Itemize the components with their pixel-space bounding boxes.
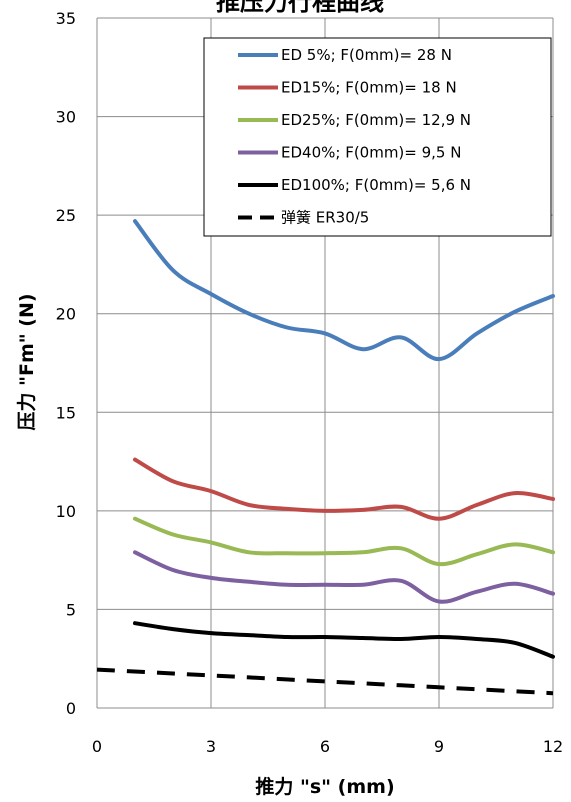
legend-label-4: ED100%; F(0mm)= 5,6 N xyxy=(281,176,471,194)
series-line-2 xyxy=(133,516,555,567)
series-line-5 xyxy=(96,667,554,696)
legend-label-3: ED40%; F(0mm)= 9,5 N xyxy=(281,144,461,162)
legend-box xyxy=(203,37,552,237)
y-tick-label: 25 xyxy=(56,206,76,225)
series-line-3 xyxy=(133,550,555,604)
y-ticks: 0 5 10 15 20 25 30 35 xyxy=(56,9,76,718)
legend-label-5: 弹簧 ER30/5 xyxy=(281,209,369,227)
chart-title: 推压力行程曲线 xyxy=(216,0,384,16)
series-line-4 xyxy=(133,621,555,659)
legend-label-2: ED25%; F(0mm)= 12,9 N xyxy=(281,111,471,129)
series-group xyxy=(96,219,555,696)
y-axis-label: 压力 "Fm" (N) xyxy=(15,293,38,430)
x-ticks: 0 3 6 9 12 xyxy=(92,737,563,756)
legend-label-1: ED15%; F(0mm)= 18 N xyxy=(281,79,457,97)
y-tick-label: 35 xyxy=(56,9,76,28)
legend: ED 5%; F(0mm)= 28 N ED15%; F(0mm)= 18 N ED… xyxy=(203,37,552,237)
legend-label-0: ED 5%; F(0mm)= 28 N xyxy=(281,46,452,64)
y-tick-label: 15 xyxy=(56,403,76,422)
y-tick-label: 20 xyxy=(56,305,76,324)
x-tick-label: 3 xyxy=(206,737,216,756)
series-line-0 xyxy=(133,219,555,362)
y-tick-label: 10 xyxy=(56,502,76,521)
series-line-1 xyxy=(133,457,555,521)
x-tick-label: 12 xyxy=(543,737,563,756)
y-tick-label: 30 xyxy=(56,108,76,127)
x-tick-label: 0 xyxy=(92,737,102,756)
x-tick-label: 9 xyxy=(434,737,444,756)
y-tick-label: 5 xyxy=(66,600,76,619)
x-tick-label: 6 xyxy=(320,737,330,756)
x-axis-label: 推力 "s" (mm) xyxy=(255,775,394,798)
y-tick-label: 0 xyxy=(66,699,76,718)
